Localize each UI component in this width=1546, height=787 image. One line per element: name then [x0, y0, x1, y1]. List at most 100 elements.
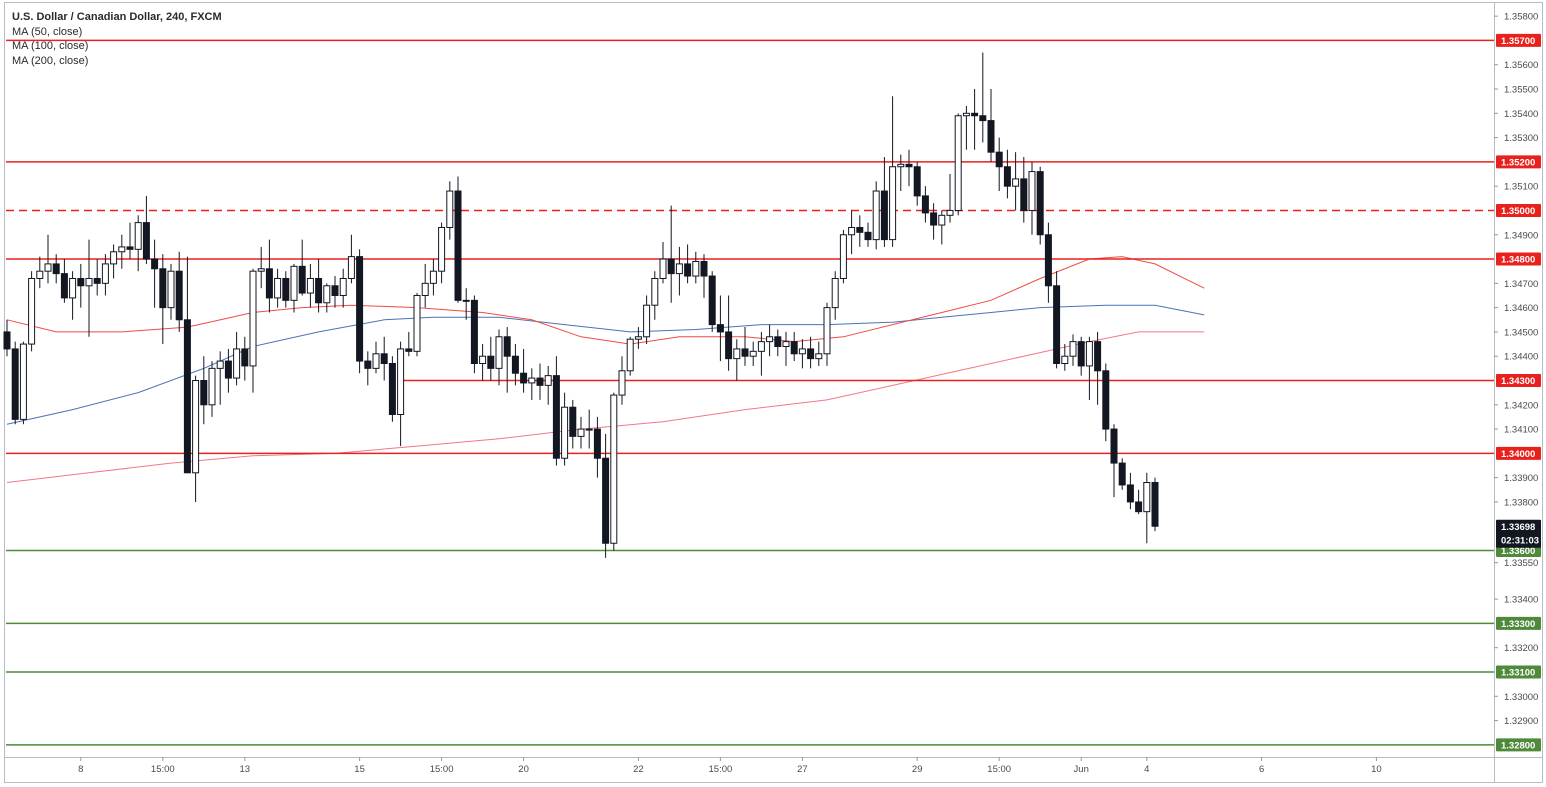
candle-up — [479, 355, 487, 364]
candle-down — [1053, 285, 1061, 364]
price-tick-label: 1.34200 — [1504, 400, 1538, 411]
candle-down — [151, 258, 159, 270]
candle-down — [454, 190, 462, 301]
candle-up — [954, 115, 962, 211]
candle-up — [938, 214, 946, 226]
price-tick-label: 1.34500 — [1504, 327, 1538, 338]
candle-up — [44, 263, 52, 272]
candle-up — [749, 350, 757, 357]
candle-up — [290, 265, 298, 301]
candle-down — [921, 195, 929, 214]
chart-border — [4, 2, 1543, 783]
level-price-tag — [1496, 738, 1541, 752]
candle-up — [306, 277, 314, 294]
level-price-tag — [1496, 33, 1541, 47]
candle-up — [1143, 482, 1151, 513]
time-tick-label: 15:00 — [709, 764, 733, 775]
level-price-label: 1.35000 — [1501, 206, 1535, 217]
candle-down — [200, 380, 208, 406]
candle-down — [569, 406, 577, 437]
time-tick-label: 15:00 — [430, 764, 454, 775]
candle-up — [216, 360, 224, 369]
candle-up — [19, 343, 27, 420]
candle-down — [175, 270, 183, 321]
candle-up — [798, 348, 806, 355]
candle-down — [1135, 501, 1143, 513]
level-price-label: 1.33300 — [1501, 619, 1535, 630]
time-tick-label: 29 — [912, 764, 923, 775]
candle-down — [520, 372, 528, 384]
candle-up — [438, 226, 446, 272]
candle-down — [708, 275, 716, 326]
candle-down — [1110, 428, 1118, 464]
candle-down — [3, 331, 11, 350]
candle-down — [1094, 341, 1102, 372]
candle-down — [1126, 484, 1134, 503]
price-tick-label: 1.33200 — [1504, 643, 1538, 654]
candle-up — [815, 353, 823, 360]
candle-up — [101, 263, 109, 284]
level-price-label: 1.33100 — [1501, 667, 1535, 678]
candle-up — [446, 190, 454, 228]
price-tick-label: 1.33900 — [1504, 473, 1538, 484]
candle-up — [839, 234, 847, 279]
candle-down — [487, 355, 495, 369]
candle-up — [643, 304, 651, 338]
candle-down — [142, 222, 150, 260]
candle-up — [323, 285, 331, 304]
candle-down — [1151, 482, 1159, 527]
candle-down — [790, 341, 798, 355]
candle-up — [634, 336, 642, 340]
candle-up — [421, 282, 429, 296]
candle-down — [364, 360, 372, 369]
candle-up — [1061, 355, 1069, 364]
candle-down — [356, 256, 364, 362]
candle-down — [183, 319, 191, 474]
level-price-tag — [1496, 155, 1541, 169]
candle-up — [339, 277, 347, 296]
level-price-tag — [1496, 374, 1541, 387]
candle-down — [987, 120, 995, 153]
candle-down — [725, 331, 733, 360]
candle-up — [766, 336, 774, 343]
price-tick-label: 1.34600 — [1504, 303, 1538, 314]
candle-down — [265, 268, 273, 299]
level-price-tag — [1496, 252, 1541, 266]
candle-down — [716, 324, 724, 333]
candle-up — [651, 277, 659, 306]
price-tick-label: 1.35600 — [1504, 60, 1538, 71]
candle-down — [971, 112, 979, 117]
candle-up — [889, 166, 897, 241]
price-tick-label: 1.33000 — [1504, 692, 1538, 703]
level-price-tag — [1496, 203, 1541, 217]
price-tick-label: 1.34100 — [1504, 425, 1538, 436]
level-price-label: 1.35700 — [1501, 36, 1535, 47]
time-tick-label: 15:00 — [151, 764, 175, 775]
level-price-label: 1.33600 — [1501, 546, 1535, 557]
candle-up — [347, 256, 355, 279]
candle-down — [405, 348, 413, 352]
candle-up — [782, 341, 790, 347]
candle-up — [692, 260, 700, 277]
level-price-label: 1.35200 — [1501, 157, 1535, 168]
candle-down — [1044, 234, 1052, 287]
time-tick-label: Jun — [1074, 764, 1089, 775]
candle-up — [249, 270, 257, 367]
candle-down — [913, 166, 921, 197]
price-tick-label: 1.35800 — [1504, 12, 1538, 23]
candle-up — [585, 428, 593, 431]
candle-up — [1085, 341, 1093, 367]
candle-up — [69, 277, 77, 299]
candle-down — [602, 457, 610, 544]
candle-up — [561, 406, 569, 459]
candle-up — [413, 294, 421, 352]
candle-up — [372, 353, 380, 369]
candle-down — [979, 115, 987, 122]
level-price-tag — [1496, 446, 1541, 460]
candle-up — [659, 258, 667, 279]
candle-down — [1102, 370, 1110, 430]
candle-down — [77, 277, 85, 287]
